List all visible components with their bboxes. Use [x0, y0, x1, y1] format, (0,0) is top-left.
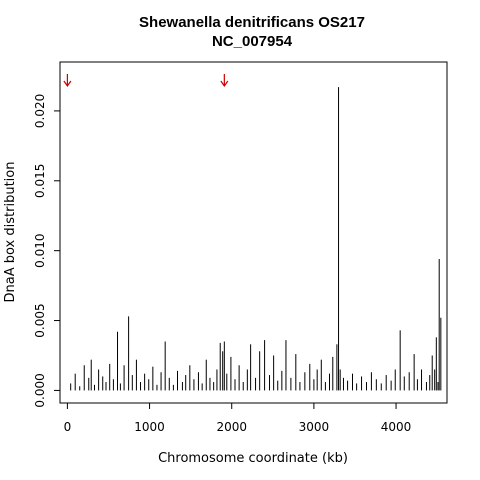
bars-group [70, 87, 442, 391]
y-tick-label: 0.010 [33, 233, 47, 267]
x-tick-label: 4000 [381, 420, 412, 434]
x-axis-label: Chromosome coordinate (kb) [158, 451, 348, 466]
marker-arrow [220, 74, 229, 88]
chart-subtitle: NC_007954 [212, 33, 293, 50]
y-tick-label: 0.015 [33, 164, 47, 198]
y-axis-label: DnaA box distribution [3, 162, 18, 303]
marker-arrow [63, 74, 72, 88]
arrows-group [63, 74, 229, 88]
x-tick-label: 1000 [134, 420, 165, 434]
x-tick-label: 0 [64, 420, 72, 434]
x-tick-label: 2000 [216, 420, 247, 434]
y-axis: 0.000 0.005 0.010 0.015 0.020 [33, 94, 60, 408]
x-axis: 0 1000 2000 3000 4000 [64, 403, 412, 434]
chart-title: Shewanella denitrificans OS217 [139, 14, 365, 31]
y-tick-label: 0.020 [33, 94, 47, 128]
x-tick-label: 3000 [299, 420, 330, 434]
plot-frame [59, 61, 448, 404]
y-tick-label: 0.000 [33, 373, 47, 407]
y-tick-label: 0.005 [33, 303, 47, 337]
